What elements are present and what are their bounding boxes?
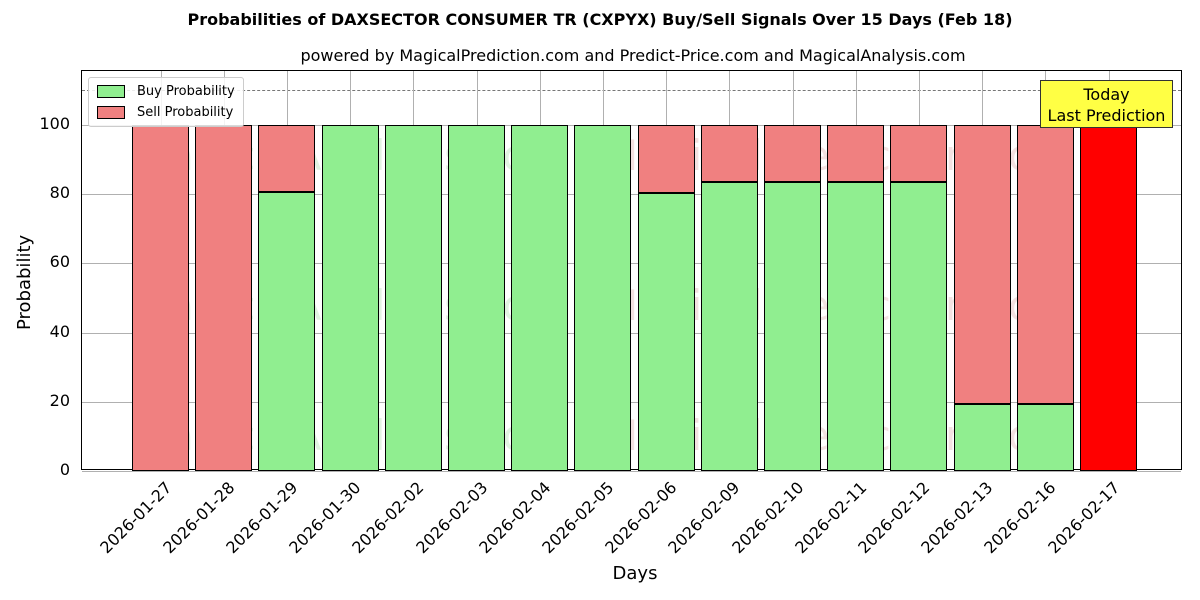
bar-sell (637, 125, 695, 194)
bar-sell (700, 125, 758, 183)
buy-swatch-icon (97, 84, 125, 98)
bar-buy (764, 182, 821, 471)
bar-sell (258, 125, 316, 193)
bar-buy (321, 125, 379, 471)
y-tick-label: 80 (49, 183, 70, 203)
bar-sell (953, 125, 1011, 404)
bar-buy (700, 182, 758, 471)
bar-sell (132, 125, 189, 471)
bar-buy (1016, 403, 1074, 471)
y-tick-label: 60 (49, 252, 70, 272)
gridline-h (82, 125, 1181, 126)
gridline-h (82, 263, 1181, 265)
plot-area: MagicalAnalysis.comMagicalPrediction.com… (81, 70, 1182, 472)
bar-buy (637, 193, 695, 471)
bar-sell (1016, 125, 1074, 404)
bar-sell (827, 125, 885, 183)
gridline-h (82, 332, 1181, 334)
y-tick-label: 40 (49, 321, 70, 341)
bar-sell (195, 125, 253, 471)
bar-buy (827, 182, 885, 471)
bar-sell (890, 125, 948, 183)
reference-line (82, 90, 1181, 92)
sell-swatch-icon (97, 105, 125, 119)
y-tick-label: 100 (39, 114, 70, 133)
bar-buy (574, 125, 632, 471)
y-tick-label: 0 (59, 460, 70, 479)
bar-sell-today (1080, 125, 1137, 471)
bar-buy (953, 403, 1011, 471)
legend: Buy Probability Sell Probability (88, 77, 244, 127)
legend-item-buy: Buy Probability (97, 83, 235, 99)
legend-item-sell: Sell Probability (97, 104, 233, 120)
today-annotation: Today Last Prediction (1040, 80, 1173, 128)
bar-sell (764, 125, 821, 183)
bar-buy (511, 125, 569, 471)
gridline-h (82, 194, 1181, 196)
bar-buy (258, 192, 316, 471)
y-axis-label: Probability (14, 234, 35, 330)
chart-subtitle: powered by MagicalPrediction.com and Pre… (300, 46, 966, 65)
bar-buy (384, 125, 442, 471)
x-axis-label: Days (612, 563, 658, 584)
bar-buy (890, 182, 948, 471)
gridline-h (82, 471, 1181, 472)
gridline-h (82, 401, 1181, 403)
y-tick-label: 20 (49, 390, 70, 410)
bar-buy (448, 125, 505, 471)
chart-title: Probabilities of DAXSECTOR CONSUMER TR (… (187, 10, 1013, 29)
